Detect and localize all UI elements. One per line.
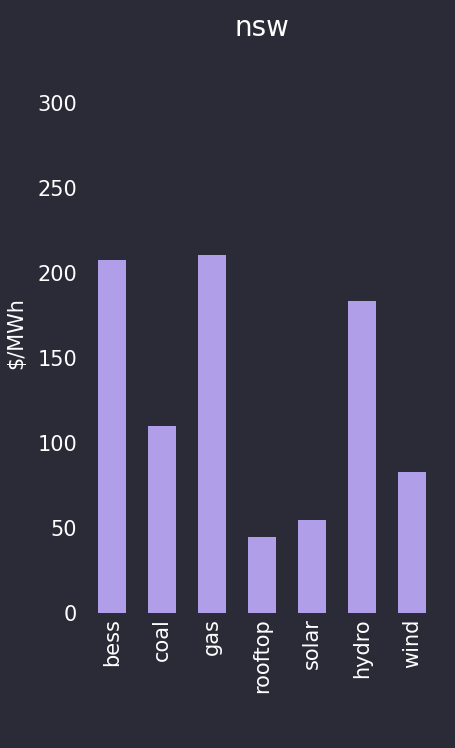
Bar (298, 520, 325, 613)
Bar (198, 254, 226, 613)
Bar (398, 472, 425, 613)
Y-axis label: $/MWh: $/MWh (6, 297, 26, 369)
Bar (248, 537, 275, 613)
Bar (348, 301, 375, 613)
Bar (98, 260, 126, 613)
Bar (148, 426, 176, 613)
Title: nsw: nsw (234, 13, 289, 42)
